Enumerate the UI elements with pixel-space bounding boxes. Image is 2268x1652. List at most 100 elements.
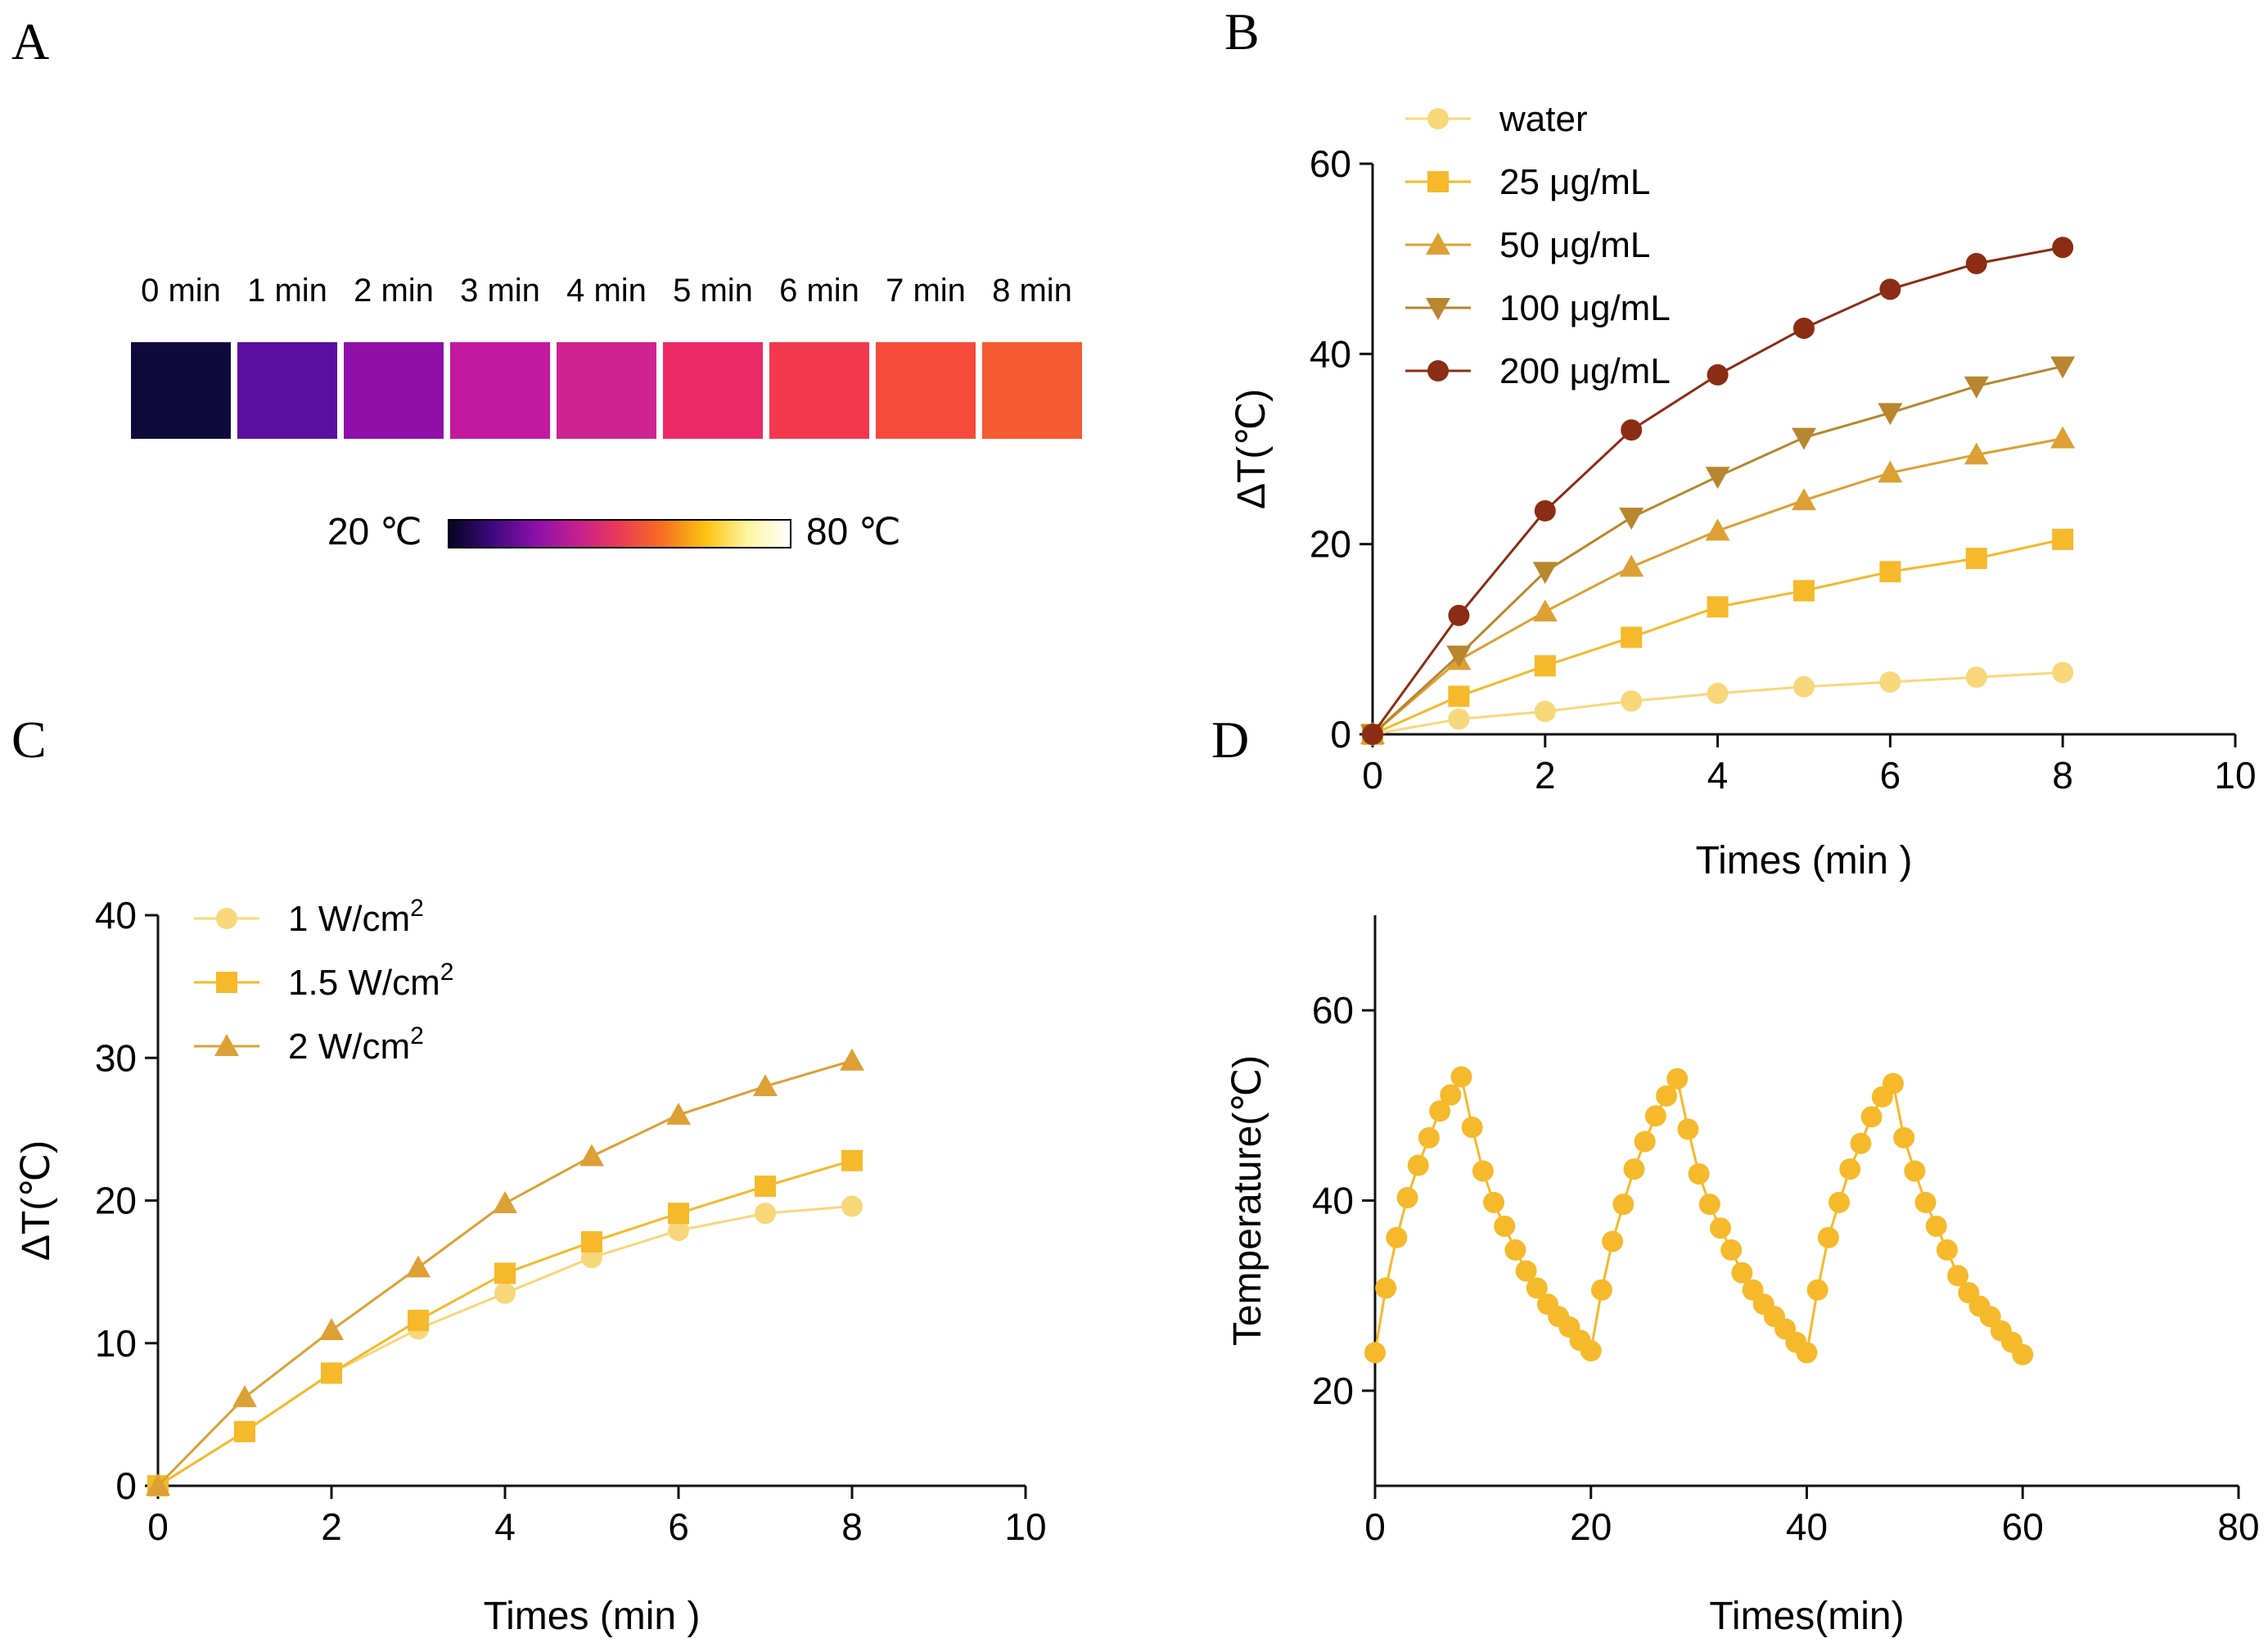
- data-point: [1688, 1162, 1710, 1185]
- data-point: [1731, 1262, 1753, 1284]
- legend-label-text: 100 μg/mL: [1499, 288, 1671, 328]
- data-point: [1602, 1230, 1624, 1253]
- x-tick-label: 80: [2217, 1505, 2259, 1548]
- data-point: [668, 1220, 689, 1242]
- thermal-tile: [663, 342, 763, 439]
- data-point: [1612, 1194, 1634, 1216]
- data-point: [1461, 1117, 1483, 1139]
- time-label: 1 min: [247, 273, 327, 309]
- data-point: [1515, 1260, 1537, 1282]
- data-point: [1792, 427, 1816, 450]
- legend-label: 1.5 W/cm2: [288, 959, 453, 1003]
- data-point: [1440, 1084, 1462, 1106]
- x-tick-label: 10: [1004, 1505, 1046, 1548]
- data-point: [841, 1195, 863, 1217]
- data-point: [840, 1048, 864, 1071]
- data-point: [1472, 1160, 1494, 1182]
- data-point: [1364, 1342, 1386, 1364]
- data-point: [1879, 561, 1901, 583]
- legend-marker: [1426, 232, 1450, 255]
- legend-label-text: 50 μg/mL: [1499, 225, 1650, 265]
- data-point: [494, 1262, 516, 1284]
- data-point: [1429, 1100, 1451, 1122]
- data-point: [1448, 708, 1470, 730]
- data-point: [1964, 442, 1989, 465]
- data-point: [1707, 596, 1729, 618]
- x-axis-label: Times (min ): [1696, 839, 1913, 882]
- y-tick-label: 10: [95, 1322, 137, 1365]
- x-tick-label: 8: [2052, 754, 2073, 797]
- x-tick-label: 4: [494, 1505, 516, 1548]
- data-point: [1448, 604, 1470, 626]
- data-point: [1710, 1217, 1731, 1239]
- data-point: [1965, 252, 1987, 274]
- panel-letter-b: B: [1224, 2, 1260, 61]
- data-point: [1698, 1194, 1720, 1216]
- time-label: 3 min: [460, 273, 540, 309]
- legend-label-sup: 2: [410, 895, 424, 922]
- data-point: [1483, 1191, 1505, 1213]
- series-line: [157, 1204, 853, 1487]
- x-tick-label: 8: [841, 1505, 863, 1548]
- colorbar: 20 ℃ 80 ℃: [327, 510, 901, 553]
- data-point: [753, 1074, 778, 1097]
- x-tick-label: 6: [1880, 754, 1901, 797]
- legend-label: 50 μg/mL: [1499, 225, 1650, 265]
- data-point: [1407, 1154, 1429, 1176]
- time-label: 2 min: [354, 273, 434, 309]
- data-point: [1362, 724, 1383, 745]
- data-point: [1534, 655, 1556, 677]
- data-point: [1796, 1342, 1818, 1364]
- colorbar-max-label: 80 ℃: [806, 510, 901, 553]
- thermal-tile: [131, 342, 231, 439]
- data-point: [321, 1362, 342, 1384]
- data-point: [1792, 488, 1816, 511]
- colorbar-min-label: 20 ℃: [327, 510, 422, 553]
- data-point: [1526, 1277, 1548, 1299]
- y-tick-label: 20: [95, 1180, 137, 1222]
- data-point: [1707, 363, 1729, 386]
- legend-label: water: [1499, 99, 1588, 139]
- panel-letter-a: A: [11, 12, 49, 70]
- thermal-tile: [982, 342, 1082, 439]
- data-point: [1621, 690, 1643, 712]
- legend-marker: [216, 908, 237, 929]
- data-point: [1619, 554, 1644, 577]
- y-axis-label: ΔT(℃): [15, 1140, 58, 1261]
- legend-label-sup: 2: [410, 1022, 424, 1049]
- legend-marker: [216, 972, 237, 993]
- data-point: [1705, 467, 1730, 490]
- data-point: [1904, 1160, 1926, 1182]
- y-tick-label: 40: [1312, 1180, 1354, 1222]
- data-point: [2052, 528, 2074, 550]
- legend-label: 25 μg/mL: [1499, 162, 1650, 202]
- y-tick-label: 0: [1330, 713, 1351, 756]
- data-point: [1448, 685, 1470, 707]
- data-point: [1623, 1158, 1645, 1180]
- thermal-tile: [876, 342, 976, 439]
- data-point: [1446, 645, 1472, 668]
- x-tick-label: 40: [1786, 1505, 1828, 1548]
- data-point: [232, 1385, 257, 1407]
- data-point: [668, 1203, 689, 1225]
- data-point: [2050, 426, 2076, 449]
- legend-label-text: 1.5 W/cm: [288, 963, 440, 1003]
- data-point: [319, 1318, 344, 1341]
- x-tick-label: 20: [1570, 1505, 1612, 1548]
- legend-label-text: 1 W/cm: [288, 899, 410, 939]
- data-point: [1965, 666, 1987, 688]
- legend-marker: [1427, 108, 1449, 129]
- data-point: [1879, 278, 1901, 300]
- data-point: [1619, 508, 1644, 530]
- data-point: [1793, 317, 1815, 339]
- data-point: [1793, 675, 1815, 697]
- chart-b: 0 20 40 60 0 2 4 6 8 10 Times (min ) ΔT(℃) water 25 μ…: [1230, 99, 2257, 882]
- colorbar-gradient: [448, 519, 791, 548]
- data-point: [234, 1420, 255, 1442]
- thermal-tile: [769, 342, 869, 439]
- data-point: [494, 1282, 516, 1304]
- time-label: 4 min: [566, 273, 647, 309]
- data-point: [1964, 376, 1989, 399]
- y-tick-label: 30: [95, 1036, 137, 1079]
- data-point: [1707, 683, 1729, 705]
